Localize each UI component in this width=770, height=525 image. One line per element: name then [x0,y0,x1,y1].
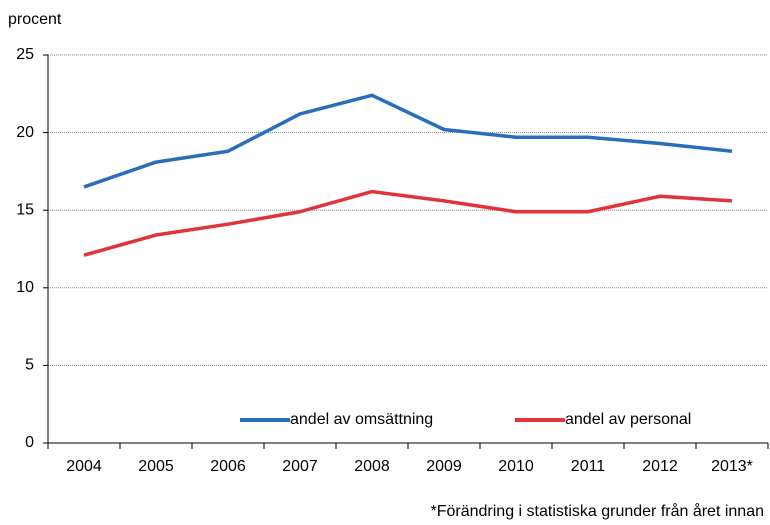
x-tick-label: 2011 [571,458,606,475]
x-tick-label: 2010 [498,458,534,475]
y-tick-label: 25 [16,46,34,63]
x-tick-label: 2006 [210,458,246,475]
y-tick-label: 5 [25,357,34,374]
y-tick-label: 0 [25,434,34,451]
footnote: *Förändring i statistiska grunder från å… [430,502,764,520]
x-tick-label: 2008 [354,458,390,475]
legend-label: andel av omsättning [290,411,433,428]
x-tick-label: 2012 [642,458,678,475]
x-tick-label: 2004 [66,458,102,475]
x-tick-label: 2007 [282,458,318,475]
y-tick-label: 15 [16,201,34,218]
series-line [83,189,733,257]
legend-label: andel av personal [565,411,691,428]
y-tick-label: 10 [16,279,34,296]
x-tick-label: 2009 [426,458,462,475]
y-axis-label: procent [8,11,62,28]
series-line [83,93,733,189]
x-tick-label: 2005 [138,458,174,475]
y-tick-label: 20 [16,124,34,141]
x-tick-label: 2013* [711,458,753,475]
